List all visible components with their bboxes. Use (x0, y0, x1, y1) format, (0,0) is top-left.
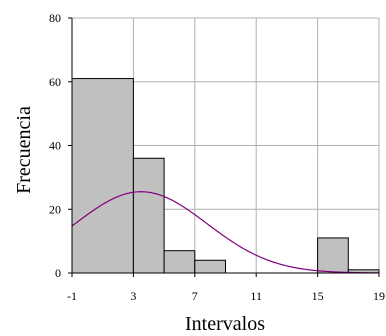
y-tick-label: 40 (49, 139, 61, 153)
x-tick-label: 7 (192, 289, 198, 303)
x-tick-label: 11 (250, 289, 262, 303)
x-axis-label: Intervalos (185, 313, 265, 335)
x-tick-label: 15 (312, 289, 324, 303)
histogram-bar (71, 78, 134, 274)
histogram-bars (71, 78, 380, 274)
histogram-bar (317, 237, 349, 274)
y-axis-label: Frecuencia (13, 106, 35, 194)
y-tick-label: 20 (49, 202, 61, 216)
x-tick-label: -1 (67, 289, 77, 303)
y-tick-label: 80 (49, 11, 61, 25)
normal-fit-curve (71, 191, 380, 274)
histogram-bar (194, 259, 227, 274)
histogram-bar (132, 157, 165, 274)
y-tick-label: 60 (49, 75, 61, 89)
x-tick-label: 3 (130, 289, 136, 303)
x-tick-label: 19 (373, 289, 385, 303)
histogram-bar (163, 250, 196, 274)
y-tick-labels: 0 20 40 60 80 (49, 11, 72, 280)
x-tick-labels: -1 3 7 11 15 19 (67, 273, 385, 303)
y-tick-label: 0 (55, 266, 61, 280)
